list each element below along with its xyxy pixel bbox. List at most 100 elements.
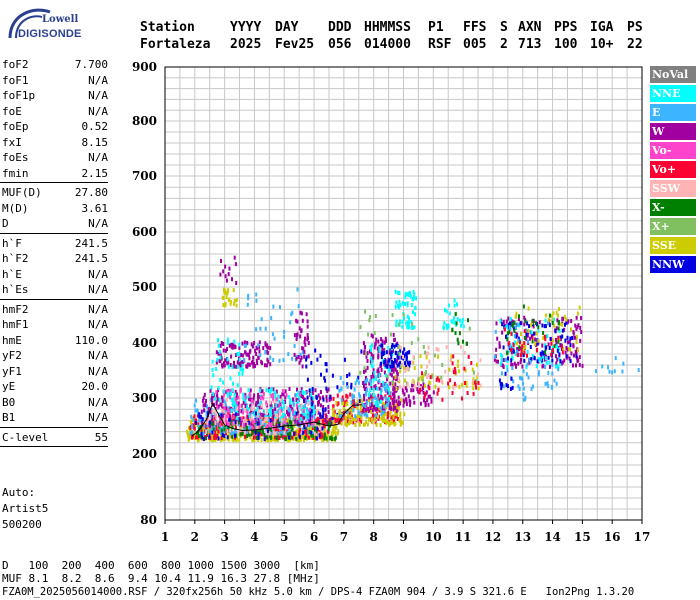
echo-point: [578, 362, 581, 367]
echo-point: [222, 408, 225, 413]
echo-point: [197, 410, 199, 415]
param-value: N/A: [88, 349, 108, 362]
echo-point: [199, 415, 202, 419]
echo-point: [263, 418, 266, 423]
echo-point: [525, 364, 528, 369]
echo-point: [348, 415, 351, 419]
echo-point: [432, 390, 435, 395]
echo-point: [502, 345, 505, 350]
echo-point: [296, 413, 299, 418]
x-tick-label: 17: [634, 530, 651, 544]
echo-point: [373, 385, 376, 390]
echo-point: [264, 326, 267, 331]
echo-point: [227, 337, 229, 342]
echo-point: [291, 407, 294, 412]
echo-point: [273, 420, 276, 425]
echo-point: [323, 436, 326, 441]
echo-point: [320, 372, 322, 377]
echo-point: [261, 416, 264, 421]
echo-point: [278, 436, 281, 440]
echo-point: [411, 325, 414, 330]
station-header: Station YYYY DAY DDD HHMMSS P1 FFS S AXN…: [140, 20, 680, 54]
echo-point: [296, 400, 299, 405]
echo-point: [223, 417, 226, 422]
logo-text-digisonde: DIGISONDE: [18, 28, 82, 40]
echo-point: [362, 409, 365, 414]
echo-point: [529, 336, 531, 341]
echo-point: [238, 342, 241, 347]
param-label: hmF1: [2, 318, 29, 331]
echo-point: [212, 427, 215, 432]
echo-point: [269, 423, 272, 428]
echo-point: [370, 407, 373, 411]
echo-point: [303, 340, 306, 345]
echo-point: [453, 303, 456, 308]
echo-point: [510, 322, 513, 327]
muf-values: 8.1 8.2 8.6 9.4 10.4 11.9 16.3 27.8 [MHz…: [28, 572, 320, 585]
echo-point: [287, 352, 290, 357]
echo-point: [293, 415, 296, 420]
echo-point: [570, 351, 573, 356]
echo-point: [214, 411, 217, 416]
echo-point: [227, 364, 230, 369]
echo-point: [560, 346, 563, 351]
echo-point: [229, 428, 232, 433]
echo-point: [522, 353, 525, 358]
echo-point: [411, 380, 414, 384]
echo-point: [321, 407, 324, 412]
echo-point: [422, 378, 425, 383]
echo-point: [403, 399, 406, 404]
echo-point: [346, 385, 349, 389]
param-value: 241.5: [74, 252, 108, 265]
echo-point: [289, 400, 292, 405]
echo-point: [325, 362, 328, 367]
echo-point: [381, 419, 384, 423]
echo-point: [573, 353, 575, 358]
echo-point: [427, 345, 430, 350]
echo-point: [253, 393, 256, 398]
echo-point: [555, 326, 558, 331]
echo-point: [227, 408, 229, 413]
echo-point: [212, 391, 215, 396]
param-row-fxi: fxI 8.15: [0, 134, 112, 150]
echo-point: [309, 416, 312, 421]
echo-point: [283, 404, 286, 409]
echo-point: [288, 406, 291, 411]
echo-point: [308, 429, 311, 434]
echo-point: [441, 363, 444, 367]
echo-point: [379, 406, 382, 411]
echo-point: [401, 324, 404, 329]
echo-point: [229, 388, 232, 393]
echo-point: [551, 314, 554, 319]
echo-point: [219, 416, 221, 421]
echo-point: [301, 364, 304, 369]
echo-point: [567, 340, 569, 345]
param-label: B0: [2, 395, 16, 409]
y-tick-label: 80: [140, 513, 157, 527]
echo-point: [370, 403, 373, 407]
echo-point: [377, 414, 379, 419]
echo-point: [272, 358, 275, 362]
echo-point: [523, 315, 526, 320]
echo-point: [286, 437, 289, 442]
param-row-fof1p: foF1p N/A: [0, 87, 112, 103]
echo-point: [246, 430, 249, 435]
echo-point: [247, 407, 250, 412]
echo-point: [601, 364, 604, 369]
echo-point: [517, 384, 520, 389]
echo-point: [228, 409, 231, 414]
echo-point: [248, 420, 251, 425]
echo-point: [297, 304, 300, 309]
echo-point: [320, 423, 323, 428]
echo-point: [375, 337, 378, 342]
echo-point: [238, 438, 241, 443]
echo-point: [558, 329, 561, 333]
echo-point: [258, 349, 261, 354]
echo-point: [366, 400, 369, 405]
echo-point: [441, 397, 444, 402]
echo-point: [555, 381, 558, 386]
echo-point: [344, 419, 347, 424]
echo-point: [550, 352, 553, 357]
echo-point: [552, 338, 555, 343]
echo-point: [201, 398, 204, 403]
